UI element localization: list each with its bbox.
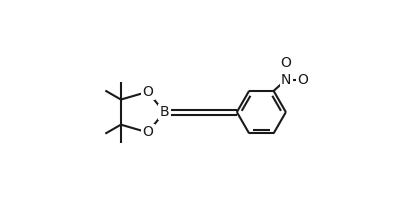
Text: O: O xyxy=(142,85,153,99)
Text: O: O xyxy=(281,56,292,70)
Text: O: O xyxy=(142,125,153,139)
Text: B: B xyxy=(160,105,169,119)
Text: N: N xyxy=(281,73,291,87)
Text: O: O xyxy=(297,73,308,87)
